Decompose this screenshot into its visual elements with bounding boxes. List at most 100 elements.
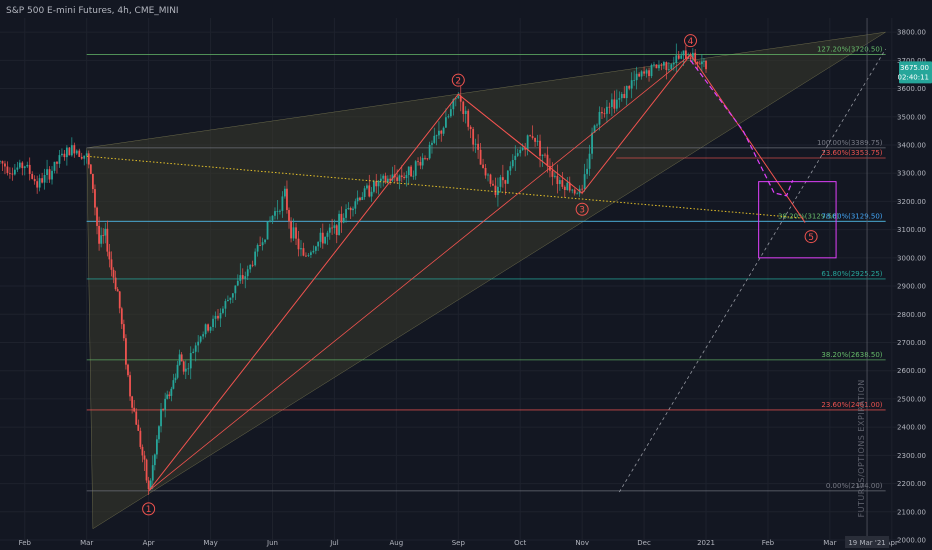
candle-body [554, 175, 556, 177]
x-tick-label: Jun [266, 539, 278, 547]
candle-body [222, 308, 224, 313]
candle-body [398, 175, 401, 181]
candle-body [199, 336, 202, 342]
candle-body [529, 135, 532, 137]
candle-body [459, 96, 462, 102]
candle-body [689, 57, 692, 60]
candle-body [83, 155, 86, 159]
candle-body [428, 144, 431, 159]
candle-body [658, 65, 660, 69]
x-tick-label: Apr [886, 539, 898, 547]
candle-body [135, 411, 138, 425]
candle-body [414, 161, 417, 176]
candle-body [417, 161, 419, 163]
x-tick-label: Mar [823, 539, 836, 547]
y-tick-label: 2500.00 [897, 395, 926, 403]
candle-body [23, 166, 26, 169]
candle-body [412, 175, 415, 177]
candle-body [259, 244, 262, 246]
candle-body [324, 236, 327, 244]
candle-body [212, 318, 214, 327]
x-tick-label: 2021 [697, 539, 715, 547]
candle-body [178, 354, 181, 365]
candle-body [204, 324, 207, 335]
candle-body [46, 169, 48, 176]
wave-3-label: 3 [579, 205, 585, 215]
fib-label: 38.20%(2638.50) [821, 351, 882, 359]
candle-body [561, 180, 564, 187]
candle-body [620, 94, 623, 99]
candle-body [526, 135, 529, 150]
x-tick-label: Feb [19, 539, 32, 547]
expiration-label: FUTURES/OPTIONS EXPIRATION [857, 379, 866, 517]
candle-body [405, 175, 408, 179]
candle-body [182, 361, 185, 372]
candle-body [472, 129, 475, 145]
candle-body [499, 177, 502, 187]
candle-body [172, 380, 175, 389]
candle-body [120, 308, 123, 325]
candle-body [116, 289, 119, 292]
candle-body [703, 60, 705, 62]
candle-body [139, 430, 142, 447]
candle-body [197, 341, 200, 346]
candle-body [514, 155, 517, 160]
candle-body [160, 409, 162, 427]
candle-body [586, 168, 589, 175]
candle-body [162, 409, 164, 410]
candle-body [102, 235, 105, 237]
current-price-badge [899, 61, 932, 84]
candle-body [63, 153, 66, 158]
fib-label: 127.20%(3720.50) [817, 46, 883, 54]
candle-body [366, 185, 368, 189]
candle-body [219, 312, 222, 319]
candle-body [504, 180, 507, 184]
candle-body [192, 351, 195, 354]
y-axis: 2000.00 2100.00 2200.00 2300.00 2400.00 2500.… [897, 29, 926, 545]
candle-body [445, 117, 447, 128]
y-tick-label: 3200.00 [897, 198, 926, 206]
candle-body [333, 225, 336, 228]
candle-body [43, 175, 46, 183]
candle-body [648, 70, 650, 77]
candle-body [217, 315, 219, 319]
candle-body [281, 196, 284, 211]
candle-body [227, 299, 229, 302]
candle-body [53, 161, 56, 171]
candle-body [89, 164, 92, 174]
fib-label: 78.60%(3129.50) [821, 212, 882, 220]
candle-body [246, 269, 249, 277]
y-tick-label: 3500.00 [897, 113, 926, 121]
candle-body [591, 132, 593, 154]
fib-levels: 127.20%(3720.50) 100.00%(3389.75) 23.60%(3… [86, 46, 886, 492]
candle-body [672, 62, 675, 65]
candle-body [141, 446, 144, 456]
candle-body [638, 73, 641, 77]
wave-overlays: FUTURES/OPTIONS EXPIRATION 1 2 3 4 5 [86, 18, 886, 540]
candle-body [340, 213, 343, 223]
candle-body [158, 426, 160, 440]
candle-body [166, 394, 169, 399]
candle-body [239, 275, 242, 281]
candle-body [419, 162, 422, 166]
candle-body [492, 183, 494, 186]
fib-label: 38.20%(3129.50) [778, 212, 839, 220]
candle-body [698, 63, 701, 65]
candle-body [347, 208, 350, 210]
y-tick-label: 2200.00 [897, 480, 926, 488]
candle-body [41, 178, 44, 183]
candle-body [328, 227, 331, 233]
candle-body [534, 137, 536, 142]
candle-body [566, 182, 569, 191]
candle-body [61, 153, 63, 156]
candle-body [345, 209, 347, 218]
candle-body [457, 96, 460, 99]
x-tick-label: Feb [762, 539, 775, 547]
candle-body [653, 64, 655, 66]
target-box [758, 181, 837, 259]
x-tick-label: Nov [575, 539, 589, 547]
y-tick-label: 3700.00 [897, 57, 926, 65]
candle-body [295, 227, 297, 239]
candle-body [290, 221, 292, 239]
